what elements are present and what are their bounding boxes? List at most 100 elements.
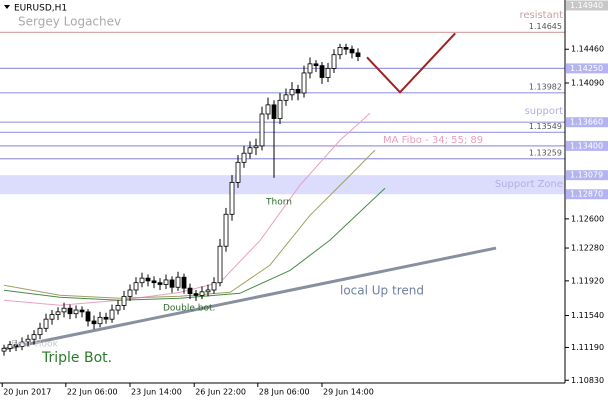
candle-body [7, 344, 13, 349]
candle-body [79, 309, 85, 313]
x-tick-label: 23 Jun 14:00 [131, 388, 182, 397]
y-tick-label: 1.10830 [571, 376, 604, 385]
candle-body [13, 344, 19, 347]
author: Sergey Logachev [18, 15, 121, 29]
plot: 1.14645 1.13982 1.13549 1.13259 [0, 22, 565, 356]
candle-body [283, 94, 289, 101]
level-axis-text: 1.13660 [570, 118, 603, 127]
candle-body [85, 311, 91, 322]
forecast-line [366, 32, 456, 94]
candle-body [97, 316, 103, 325]
candle-body [145, 277, 151, 282]
x-tick-label: 26 Jun 22:00 [195, 388, 246, 397]
zone-axis-text: 1.12870 [570, 190, 603, 199]
resistant-note: resistant [519, 10, 563, 21]
candle-body [199, 291, 205, 296]
candle-body [157, 282, 163, 285]
candle-body [139, 277, 145, 284]
ma-line [3, 187, 386, 301]
candle-body [289, 88, 295, 96]
candle-body [91, 320, 97, 325]
level-label: 1.13259 [529, 148, 562, 157]
trend-note: local Up trend [340, 284, 424, 298]
candle-body [151, 280, 157, 284]
x-tick-label: 29 Jun 14:00 [323, 388, 374, 397]
candle-body [1, 347, 7, 352]
x-tick-label: 22 Jun 06:00 [67, 388, 118, 397]
support-zone [0, 175, 565, 195]
candle-body [127, 289, 133, 297]
candle-body [73, 309, 79, 315]
thorn-note: Thorn [265, 198, 292, 208]
candle-body [349, 48, 355, 54]
candle-body [307, 63, 313, 74]
candle-body [181, 276, 187, 289]
candle-body [169, 279, 175, 288]
candle-body [217, 245, 223, 284]
level-axis-box [566, 63, 608, 74]
candle-body [247, 147, 253, 154]
price-marker-box [566, 0, 608, 11]
level-label: 1.13549 [529, 122, 562, 131]
triple-bot-note: Triple Bot. [41, 350, 112, 366]
candle-body [163, 279, 169, 285]
symbol: EURUSD,H1 [14, 4, 67, 14]
y-tick-label: 1.11190 [571, 343, 604, 352]
candle-body [25, 338, 31, 343]
candle-body [295, 88, 301, 94]
candle-body [193, 293, 199, 296]
trend-line [2, 246, 497, 351]
candle-body [301, 72, 307, 94]
bear-hook-note: Bear Hook [11, 340, 59, 350]
candle-body [133, 282, 139, 291]
candle-body [205, 289, 211, 293]
y-tick-label: 1.14460 [571, 45, 604, 54]
level-axis-text: 1.13400 [570, 141, 603, 150]
candle-body [103, 316, 109, 320]
menu-triangle[interactable] [4, 5, 10, 9]
level-axis-box [566, 117, 608, 128]
candle-body [43, 318, 49, 329]
candle-body [223, 213, 229, 247]
candle-body [67, 307, 73, 315]
candle-body [37, 327, 43, 336]
candle-body [355, 52, 361, 57]
candle-body [271, 104, 277, 119]
price-marker-text: 1.14940 [570, 1, 603, 10]
zone-text: Support Zone [495, 179, 563, 190]
y-tick-label: 1.14090 [571, 78, 604, 87]
candle-body [277, 99, 283, 119]
y-tick-label: 1.11920 [571, 276, 604, 285]
level-label: 1.13982 [529, 82, 562, 91]
candle-body [331, 54, 337, 69]
candle-body [49, 314, 55, 320]
candle-body [235, 161, 241, 183]
candle-body [109, 309, 115, 320]
candle-body [241, 152, 247, 163]
level-label: 1.14645 [529, 22, 562, 31]
candle-body [61, 307, 67, 313]
candle-body [121, 295, 127, 306]
candle-body [259, 113, 265, 147]
level-axis-box [566, 140, 608, 151]
zone-axis-text: 1.13079 [570, 171, 603, 180]
candle-body [325, 67, 331, 78]
candle-body [343, 47, 349, 50]
candle-body [313, 63, 319, 67]
y-tick-label: 1.11540 [571, 311, 604, 320]
support-note: support [525, 106, 563, 117]
candle-body [253, 145, 259, 149]
double-bot-note: Double bot. [163, 304, 215, 314]
zone-axis-box [566, 189, 608, 200]
ma-line [3, 149, 376, 299]
candle-body [187, 287, 193, 295]
level-axis-text: 1.14250 [570, 64, 603, 73]
candle-body [115, 305, 121, 311]
candle-body [31, 334, 37, 340]
candle-body [19, 341, 25, 347]
candle-body [319, 65, 325, 78]
candle-body [337, 47, 343, 56]
